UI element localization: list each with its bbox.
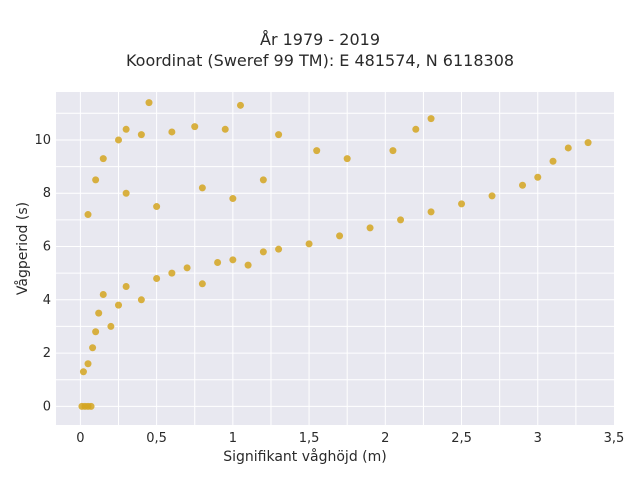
data-point — [99, 155, 107, 163]
data-point — [275, 245, 283, 253]
x-tick-label: 0,5 — [146, 431, 167, 446]
data-point — [153, 274, 161, 282]
y-tick-label: 10 — [34, 133, 51, 148]
x-tick-label: 3,5 — [604, 431, 625, 446]
chart-title: År 1979 - 2019 — [260, 30, 380, 49]
y-tick-label: 4 — [43, 293, 51, 308]
plot-area — [56, 92, 614, 425]
y-tick-label: 6 — [43, 240, 51, 255]
data-point — [183, 264, 191, 272]
data-point — [168, 269, 176, 277]
data-point — [313, 147, 321, 155]
data-point — [519, 181, 527, 189]
data-point — [366, 224, 374, 232]
data-point — [397, 216, 405, 224]
data-point — [153, 203, 161, 211]
data-point — [99, 290, 107, 298]
data-point — [275, 131, 283, 139]
data-point — [564, 144, 572, 152]
data-point — [229, 195, 237, 203]
data-point — [412, 125, 420, 133]
data-point — [244, 261, 252, 269]
data-point — [137, 131, 145, 139]
data-point — [87, 402, 95, 410]
x-tick-label: 1,5 — [299, 431, 320, 446]
data-point — [343, 155, 351, 163]
data-point — [191, 123, 199, 131]
data-point — [84, 360, 92, 368]
y-tick-label: 0 — [43, 399, 51, 414]
grid-lines — [56, 92, 614, 425]
data-point — [389, 147, 397, 155]
x-axis-label: Signifikant våghöjd (m) — [223, 448, 386, 465]
data-point — [229, 256, 237, 264]
data-point — [236, 101, 244, 109]
data-point — [427, 208, 435, 216]
y-axis-ticks: 0 2 4 6 8 10 — [34, 133, 51, 414]
x-tick-label: 2 — [381, 431, 389, 446]
data-point — [259, 248, 267, 256]
data-point — [137, 296, 145, 304]
x-tick-label: 2,5 — [451, 431, 472, 446]
scatter-points — [78, 99, 592, 410]
data-point — [214, 258, 222, 266]
y-tick-label: 8 — [43, 186, 51, 201]
data-point — [79, 368, 87, 376]
data-point — [95, 309, 103, 317]
x-axis-ticks: 0 0,5 1 1,5 2 2,5 3 3,5 — [76, 431, 624, 446]
data-point — [549, 157, 557, 165]
data-point — [427, 115, 435, 123]
data-point — [198, 280, 206, 288]
data-point — [122, 125, 130, 133]
data-point — [145, 99, 153, 107]
data-point — [198, 184, 206, 192]
data-point — [584, 139, 592, 147]
data-point — [305, 240, 313, 248]
data-point — [92, 328, 100, 336]
x-tick-label: 0 — [76, 431, 84, 446]
data-point — [221, 125, 229, 133]
data-point — [122, 189, 130, 197]
chart-subtitle: Koordinat (Sweref 99 TM): E 481574, N 61… — [125, 51, 515, 70]
data-point — [488, 192, 496, 200]
y-axis-label: Vågperiod (s) — [14, 202, 31, 295]
data-point — [89, 344, 97, 352]
data-point — [115, 136, 123, 144]
data-point — [122, 282, 130, 290]
data-point — [259, 176, 267, 184]
data-point — [336, 232, 344, 240]
data-point — [84, 211, 92, 219]
data-point — [458, 200, 466, 208]
x-tick-label: 3 — [534, 431, 542, 446]
data-point — [115, 301, 123, 309]
data-point — [534, 173, 542, 181]
data-point — [168, 128, 176, 136]
data-point — [92, 176, 100, 184]
x-tick-label: 1 — [229, 431, 237, 446]
y-tick-label: 2 — [43, 346, 51, 361]
data-point — [107, 322, 115, 330]
